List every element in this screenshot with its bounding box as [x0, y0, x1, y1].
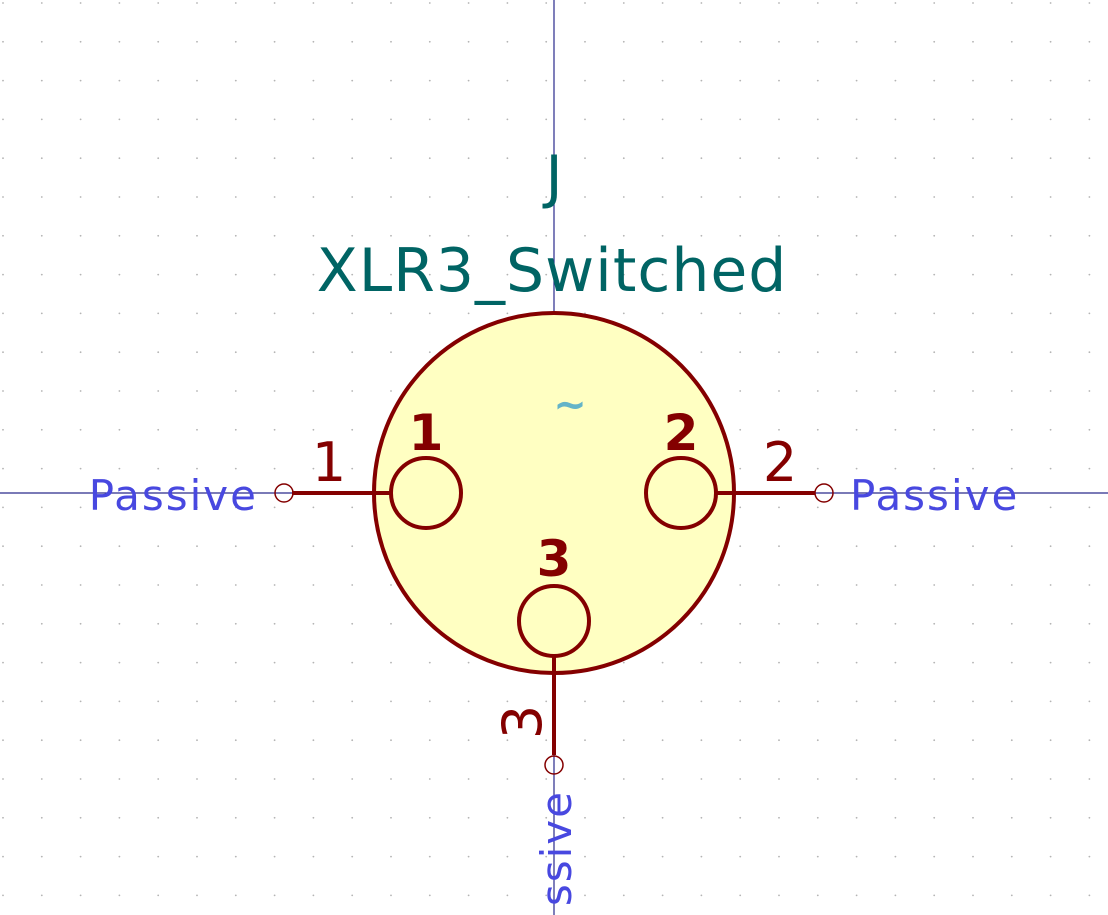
pin-3-socket	[517, 584, 591, 658]
pin-3-inner-label: 3	[537, 530, 572, 588]
pin-1-endpoint[interactable]	[274, 483, 294, 503]
connector-body[interactable]	[372, 311, 736, 675]
pin-3-endpoint[interactable]	[544, 755, 564, 775]
shield-marker: ~	[553, 382, 587, 428]
pin-1-electrical-type: Passive	[89, 471, 258, 520]
symbol-value[interactable]: XLR3_Switched	[317, 236, 788, 306]
pin-1-number: 1	[312, 431, 346, 494]
pin-1-socket	[389, 456, 463, 530]
pin-2-socket	[644, 456, 718, 530]
reference-designator[interactable]: J	[542, 143, 562, 211]
pin-1-inner-label: 1	[409, 404, 444, 462]
pin-2-electrical-type: Passive	[850, 471, 1019, 520]
pin-3-number: 3	[491, 705, 554, 739]
pin-2-endpoint[interactable]	[814, 483, 834, 503]
pin-2-inner-label: 2	[664, 404, 699, 462]
grid-dots	[2, 2, 1091, 897]
pin-3-electrical-type: ssive	[532, 790, 581, 906]
pin-2-number: 2	[763, 431, 797, 494]
